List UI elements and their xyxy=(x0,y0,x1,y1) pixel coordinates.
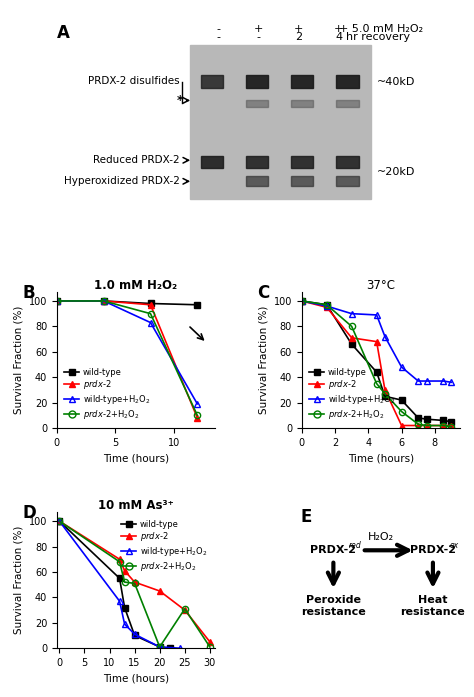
Bar xyxy=(201,156,223,168)
X-axis label: Time (hours): Time (hours) xyxy=(103,673,169,684)
Text: B: B xyxy=(22,284,35,302)
Y-axis label: Survival Fraction (%): Survival Fraction (%) xyxy=(13,526,23,634)
Text: D: D xyxy=(22,504,36,522)
Text: -: - xyxy=(216,32,220,42)
Text: +: + xyxy=(294,24,303,33)
Text: -: - xyxy=(256,32,260,42)
Text: C: C xyxy=(257,284,270,302)
Bar xyxy=(246,156,268,168)
Legend: wild-type, $\it{prdx}$-2, wild-type+H$_2$O$_2$, $\it{prdx}$-2+H$_2$O$_2$: wild-type, $\it{prdx}$-2, wild-type+H$_2… xyxy=(118,516,211,576)
X-axis label: Time (hours): Time (hours) xyxy=(103,453,169,464)
Text: Hyperoxidized PRDX-2: Hyperoxidized PRDX-2 xyxy=(64,176,180,186)
Y-axis label: Survival Fraction (%): Survival Fraction (%) xyxy=(13,306,23,414)
Text: -: - xyxy=(216,24,220,33)
Text: hr recovery: hr recovery xyxy=(339,32,410,42)
Text: *: * xyxy=(176,94,183,107)
X-axis label: Time (hours): Time (hours) xyxy=(348,453,414,464)
Text: +: + xyxy=(334,24,344,33)
Title: 10 mM As³⁺: 10 mM As³⁺ xyxy=(98,499,174,512)
Title: 37°C: 37°C xyxy=(366,279,395,292)
Bar xyxy=(337,156,359,168)
Text: 4: 4 xyxy=(335,32,343,42)
Text: 2: 2 xyxy=(295,32,302,42)
Y-axis label: Survival Fraction (%): Survival Fraction (%) xyxy=(258,306,268,414)
Text: Reduced PRDX-2: Reduced PRDX-2 xyxy=(93,155,180,165)
Text: ox: ox xyxy=(450,541,459,550)
Bar xyxy=(190,45,371,199)
Legend: wild-type, $\it{prdx}$-2, wild-type+H$_2$O$_2$, $\it{prdx}$-2+H$_2$O$_2$: wild-type, $\it{prdx}$-2, wild-type+H$_2… xyxy=(61,365,154,424)
Text: resistance: resistance xyxy=(301,607,366,618)
Bar xyxy=(246,100,268,107)
Text: PRDX-2 disulfides: PRDX-2 disulfides xyxy=(88,76,180,86)
Text: Peroxide: Peroxide xyxy=(306,595,361,605)
Text: + 5.0 mM H₂O₂: + 5.0 mM H₂O₂ xyxy=(339,24,423,33)
Bar xyxy=(337,75,359,88)
Text: PRDX-2: PRDX-2 xyxy=(310,545,356,556)
Text: resistance: resistance xyxy=(401,607,465,618)
Text: E: E xyxy=(300,508,311,526)
Title: 1.0 mM H₂O₂: 1.0 mM H₂O₂ xyxy=(94,279,177,292)
Bar xyxy=(246,75,268,88)
Bar xyxy=(291,176,313,186)
Legend: wild-type, $\it{prdx}$-2, wild-type+H$_2$O$_2$, $\it{prdx}$-2+H$_2$O$_2$: wild-type, $\it{prdx}$-2, wild-type+H$_2… xyxy=(306,365,399,424)
Text: PRDX-2: PRDX-2 xyxy=(410,545,456,556)
Bar xyxy=(337,100,359,107)
Bar xyxy=(291,156,313,168)
Text: H₂O₂: H₂O₂ xyxy=(368,532,394,542)
Text: ~40kD: ~40kD xyxy=(377,77,416,86)
Text: +: + xyxy=(254,24,263,33)
Text: ~20kD: ~20kD xyxy=(377,167,416,177)
Bar xyxy=(201,75,223,88)
Bar xyxy=(337,176,359,186)
Text: red: red xyxy=(348,541,361,550)
Bar xyxy=(246,176,268,186)
Text: Heat: Heat xyxy=(418,595,447,605)
Text: A: A xyxy=(57,24,70,42)
Bar xyxy=(291,100,313,107)
Bar xyxy=(291,75,313,88)
